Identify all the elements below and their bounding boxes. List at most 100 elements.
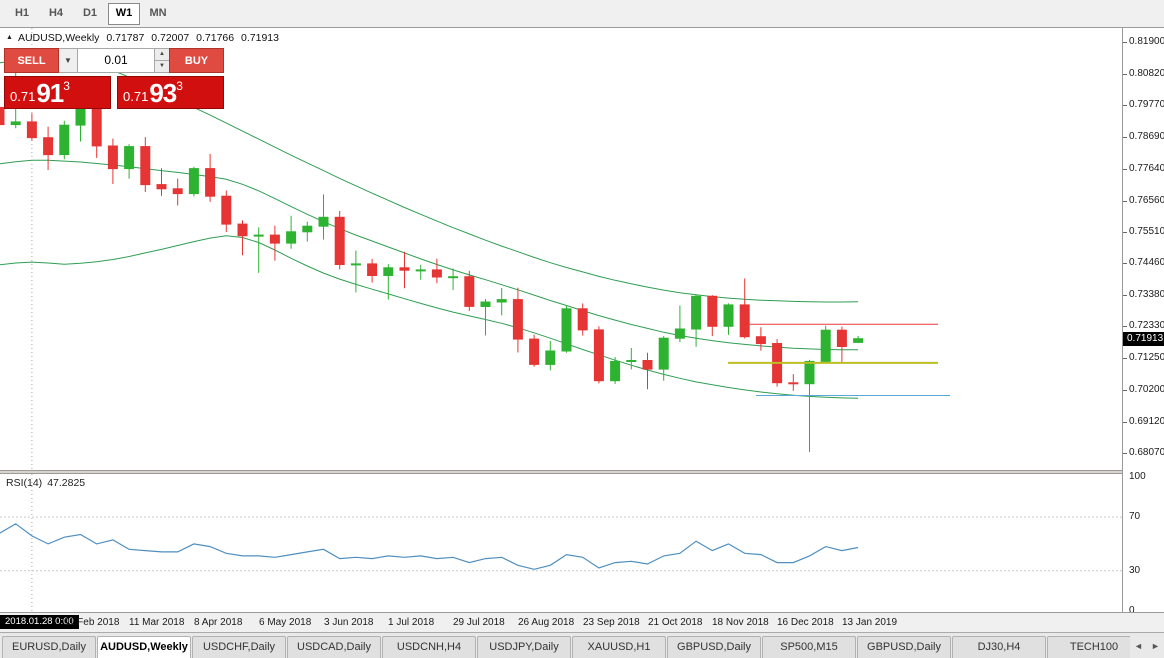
chart-tab-audusd-weekly[interactable]: AUDUSD,Weekly bbox=[97, 636, 191, 658]
rsi-chart-canvas[interactable] bbox=[0, 474, 1122, 612]
volume-dropdown-icon[interactable]: ▼ bbox=[59, 48, 78, 73]
candle-body bbox=[431, 269, 442, 278]
price-axis-tick bbox=[1123, 105, 1127, 106]
bid-price-prefix: 0.71 bbox=[10, 89, 36, 104]
bid-price-button[interactable]: 0.71 91 3 bbox=[4, 76, 111, 109]
rsi-axis-label: 30 bbox=[1129, 565, 1141, 576]
price-axis-label: 0.77640 bbox=[1129, 163, 1164, 174]
candle-body bbox=[707, 295, 718, 327]
candle-body bbox=[399, 267, 410, 271]
collapse-triangle-icon[interactable]: ▲ bbox=[6, 34, 13, 41]
chart-tab-usdcnh-h4[interactable]: USDCNH,H4 bbox=[382, 636, 476, 658]
date-label: 1 Jul 2018 bbox=[388, 617, 435, 628]
ask-price-big-digits: 93 bbox=[149, 78, 177, 108]
candle-body bbox=[448, 276, 459, 279]
ask-price-prefix: 0.71 bbox=[123, 89, 149, 104]
chart-tab-gbpusd-daily[interactable]: GBPUSD,Daily bbox=[857, 636, 951, 658]
rsi-axis-label: 0 bbox=[1129, 605, 1135, 612]
volume-step-up-icon[interactable]: ▲ bbox=[155, 49, 169, 61]
date-axis[interactable]: 2018.01.28 0:00 11 Feb 2018 11 Mar 2018 8 … bbox=[0, 612, 1164, 632]
chart-tab-usdchf-daily[interactable]: USDCHF,Daily bbox=[192, 636, 286, 658]
candle-body bbox=[188, 168, 199, 195]
candle-body bbox=[593, 329, 604, 382]
ohlc-low: 0.71766 bbox=[196, 32, 235, 44]
candle-body bbox=[836, 329, 847, 348]
timeframe-button-d1[interactable]: D1 bbox=[82, 6, 98, 19]
timeframe-button-w1[interactable]: W1 bbox=[108, 2, 140, 25]
buy-button[interactable]: BUY bbox=[169, 48, 224, 73]
candle-body bbox=[43, 137, 54, 156]
date-label: 21 Oct 2018 bbox=[648, 617, 703, 628]
candle-body bbox=[674, 328, 685, 339]
candle-body bbox=[237, 223, 248, 237]
price-axis-tick bbox=[1123, 422, 1127, 423]
candle-body bbox=[545, 350, 556, 365]
price-axis-tick bbox=[1123, 169, 1127, 170]
candle-body bbox=[529, 338, 540, 365]
chart-tab-usdcad-daily[interactable]: USDCAD,Daily bbox=[287, 636, 381, 658]
candle-body bbox=[577, 308, 588, 331]
rsi-indicator-label: RSI(14) 47.2825 bbox=[6, 477, 90, 489]
volume-value[interactable]: 0.01 bbox=[104, 53, 128, 67]
candle-body bbox=[367, 263, 378, 276]
panel-splitter[interactable] bbox=[0, 470, 1164, 474]
price-axis-tick bbox=[1123, 74, 1127, 75]
date-label: 3 Jun 2018 bbox=[324, 617, 374, 628]
candle-body bbox=[124, 146, 135, 170]
bollinger-lower-band bbox=[0, 235, 859, 399]
candle-body bbox=[383, 267, 394, 277]
timeframe-button-h1[interactable]: H1 bbox=[14, 6, 30, 19]
candle-body bbox=[723, 304, 734, 327]
candle-body bbox=[480, 301, 491, 307]
rsi-axis-label: 100 bbox=[1129, 471, 1146, 482]
candle-body bbox=[642, 360, 653, 370]
date-marker: 2018.01.28 0:00 bbox=[0, 615, 79, 629]
chart-tab-dj30-h4[interactable]: DJ30,H4 bbox=[952, 636, 1046, 658]
sell-button[interactable]: SELL bbox=[4, 48, 59, 73]
date-label: 6 May 2018 bbox=[259, 617, 312, 628]
candle-body bbox=[626, 360, 637, 362]
chart-tab-gbpusd-daily[interactable]: GBPUSD,Daily bbox=[667, 636, 761, 658]
price-axis-tick bbox=[1123, 326, 1127, 327]
price-axis-label: 0.68070 bbox=[1129, 447, 1164, 458]
date-label: 13 Jan 2019 bbox=[842, 617, 898, 628]
timeframe-button-h4[interactable]: H4 bbox=[48, 6, 64, 19]
candle-body bbox=[253, 234, 264, 237]
candle-body bbox=[788, 382, 799, 385]
price-axis-label: 0.80820 bbox=[1129, 68, 1164, 79]
date-label: 11 Mar 2018 bbox=[129, 617, 185, 628]
candle-body bbox=[107, 145, 118, 170]
chart-tab-bar: EURUSD,Daily AUDUSD,Weekly USDCHF,Daily USD… bbox=[0, 632, 1164, 658]
candle-body bbox=[755, 336, 766, 345]
chart-tab-sp500-m15[interactable]: SP500,M15 bbox=[762, 636, 856, 658]
bid-price-pipette: 3 bbox=[63, 79, 70, 93]
candle-body bbox=[302, 225, 313, 233]
chart-tab-usdjpy-daily[interactable]: USDJPY,Daily bbox=[477, 636, 571, 658]
price-axis-label: 0.78690 bbox=[1129, 131, 1164, 142]
candle-body bbox=[610, 360, 621, 382]
timeframe-button-mn[interactable]: MN bbox=[149, 6, 167, 19]
candle-body bbox=[804, 360, 815, 385]
chart-tab-eurusd-daily[interactable]: EURUSD,Daily bbox=[2, 636, 96, 658]
price-axis-tick bbox=[1123, 358, 1127, 359]
tab-scroll-left-icon[interactable]: ◄ bbox=[1134, 640, 1143, 651]
candle-body bbox=[820, 329, 831, 362]
candle-body bbox=[286, 231, 297, 244]
price-axis-tick bbox=[1123, 42, 1127, 43]
volume-input[interactable]: 0.01 ▲ ▼ bbox=[78, 48, 169, 73]
price-axis-label: 0.71250 bbox=[1129, 352, 1164, 363]
volume-step-down-icon[interactable]: ▼ bbox=[155, 61, 169, 72]
ask-price-button[interactable]: 0.71 93 3 bbox=[117, 76, 224, 109]
chart-tab-tech100[interactable]: TECH100 bbox=[1047, 636, 1141, 658]
chart-ohlc-header: ▲ AUDUSD,Weekly 0.71787 0.72007 0.71766 0… bbox=[6, 32, 283, 44]
candle-body bbox=[91, 108, 102, 147]
tab-scroll-right-icon[interactable]: ► bbox=[1151, 640, 1160, 651]
price-axis[interactable]: 0.71913 0.81900 0.80820 0.79770 0.78690 0.77… bbox=[1123, 28, 1164, 612]
price-axis-tick bbox=[1123, 295, 1127, 296]
candle-body bbox=[691, 295, 702, 330]
candle-body bbox=[496, 299, 507, 303]
rsi-name: RSI(14) bbox=[6, 477, 43, 489]
chart-tab-xauusd-h1[interactable]: XAUUSD,H1 bbox=[572, 636, 666, 658]
candle-body bbox=[205, 168, 216, 197]
